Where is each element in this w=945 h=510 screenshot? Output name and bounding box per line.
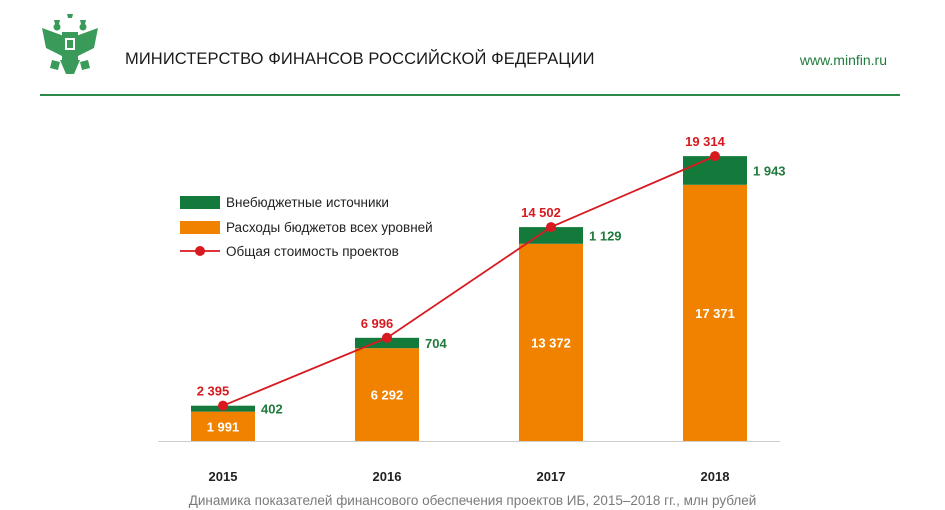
label-budget-2015: 1 991 [207, 419, 240, 434]
ministry-title: МИНИСТЕРСТВО ФИНАНСОВ РОССИЙСКОЙ ФЕДЕРАЦ… [125, 50, 595, 68]
label-total-2015: 2 395 [197, 384, 230, 399]
total-cost-line [222, 155, 716, 407]
site-link[interactable]: www.minfin.ru [799, 52, 887, 68]
legend-marker-total [195, 246, 205, 256]
legend-swatch-budget [180, 221, 220, 234]
label-total-2018: 19 314 [685, 134, 726, 149]
legend-label-extra: Внебюджетные источники [226, 195, 389, 210]
label-total-2017: 14 502 [521, 205, 561, 220]
label-budget-2018: 17 371 [695, 306, 735, 321]
label-extra-2015: 402 [261, 402, 283, 417]
bar-budget-2016 [355, 348, 419, 441]
chart: 1 991 402 2015 6 292 704 2016 13 372 1 129 2017 1… [158, 134, 786, 484]
header-divider [40, 94, 900, 96]
x-tick-2017: 2017 [537, 469, 566, 484]
total-point-2017 [546, 222, 556, 233]
total-point-2016 [382, 332, 392, 343]
bar-extra-2016 [355, 337, 419, 349]
chart-caption: Динамика показателей финансового обеспеч… [188, 493, 757, 508]
total-point-2015 [218, 400, 228, 411]
bar-extra-2017 [519, 227, 583, 244]
bar-budget-2015 [191, 411, 255, 441]
bar-budget-2017 [519, 243, 583, 441]
label-budget-2017: 13 372 [531, 335, 571, 350]
x-tick-2015: 2015 [209, 469, 238, 484]
bar-budget-2018 [683, 184, 747, 441]
double-headed-eagle-emblem-icon [42, 14, 98, 74]
x-tick-2016: 2016 [373, 469, 402, 484]
x-tick-2018: 2018 [701, 469, 730, 484]
header: МИНИСТЕРСТВО ФИНАНСОВ РОССИЙСКОЙ ФЕДЕРАЦ… [0, 0, 945, 96]
legend-swatch-extra [180, 196, 220, 209]
legend-label-budget: Расходы бюджетов всех уровней [226, 220, 433, 235]
legend-label-total: Общая стоимость проектов [226, 244, 399, 259]
label-extra-2016: 704 [425, 336, 447, 351]
label-extra-2017: 1 129 [589, 228, 622, 243]
label-total-2016: 6 996 [361, 316, 394, 331]
total-point-2018 [710, 151, 720, 162]
label-extra-2018: 1 943 [753, 163, 786, 178]
label-budget-2016: 6 292 [371, 388, 404, 403]
